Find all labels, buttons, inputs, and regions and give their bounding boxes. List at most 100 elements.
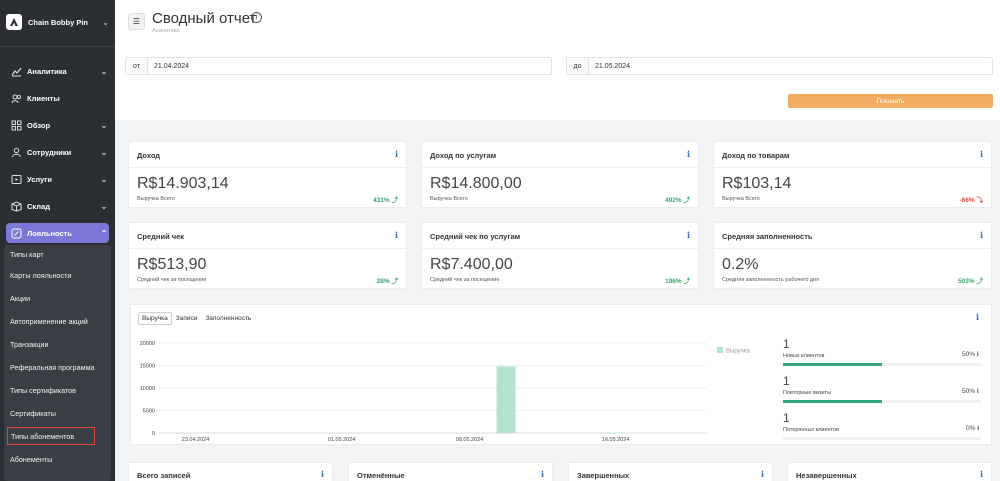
- nav-item-clients[interactable]: Клиенты: [6, 88, 109, 108]
- card-title: Доход по товарам: [722, 151, 790, 160]
- info-icon[interactable]: i: [977, 425, 980, 432]
- card-value: R$14.903,14: [137, 175, 229, 192]
- card-title: Всего записей: [137, 471, 191, 480]
- submenu-item-subscription-types[interactable]: Типы абонементов: [7, 427, 95, 445]
- nav-item-label: Услуги: [27, 174, 52, 184]
- x-tick-label: 08.05.2024: [456, 437, 484, 443]
- play-box-icon: [11, 174, 22, 185]
- kpi-card-service-average-check: Средний чек по услугам i R$7.400,00 Сред…: [421, 222, 699, 289]
- date-to-value[interactable]: 21.05.2024: [595, 62, 631, 70]
- card-title: Средний чек по услугам: [430, 232, 521, 241]
- submenu-item-promotions[interactable]: Акции: [10, 293, 31, 303]
- nav-item-loyalty[interactable]: Лояльность ⌃: [6, 223, 109, 243]
- y-tick-label: 5000: [143, 409, 155, 415]
- card-title: Средняя заполненность: [722, 232, 813, 241]
- legend-label: Выручка: [726, 349, 750, 355]
- legend-swatch: [717, 347, 723, 353]
- divider: [714, 248, 991, 249]
- trend-badge: -66% ⤵: [959, 197, 983, 204]
- info-icon[interactable]: i: [979, 469, 983, 479]
- trend-badge: 196% ⤴: [665, 278, 690, 285]
- submenu-item-auto-promotions[interactable]: Автоприменение акций: [10, 316, 88, 326]
- divider: [129, 167, 406, 168]
- chart-panel: Выручка Записи Заполненность i 20000 1500…: [130, 304, 992, 445]
- trend-badge: 503% ⤴: [958, 278, 983, 285]
- tab-occupancy[interactable]: Заполненность: [205, 315, 252, 322]
- grid-icon: [11, 120, 22, 131]
- count-card-cancelled: Отменённые i: [348, 462, 553, 481]
- page-title: Сводный отчет: [152, 10, 257, 27]
- nav-item-analytics[interactable]: Аналитика ⌄: [6, 61, 109, 81]
- info-icon[interactable]: i: [976, 388, 979, 395]
- chevron-down-icon: ⌄: [100, 66, 108, 76]
- submenu-item-referral[interactable]: Реферальная программа: [10, 362, 95, 372]
- nav-item-label: Клиенты: [27, 93, 60, 103]
- info-icon[interactable]: i: [320, 469, 324, 479]
- info-icon[interactable]: i: [251, 12, 262, 23]
- info-icon[interactable]: i: [979, 230, 983, 240]
- show-button[interactable]: Показать: [788, 94, 993, 108]
- card-value: R$103,14: [722, 175, 792, 192]
- info-icon[interactable]: i: [540, 469, 544, 479]
- info-icon[interactable]: i: [979, 149, 983, 159]
- card-subtitle: Средний чек за посещение: [430, 277, 500, 283]
- stat-value: 1: [783, 337, 790, 351]
- submenu-item-card-types[interactable]: Типы карт: [10, 249, 44, 259]
- stat-percent: 50% i: [962, 351, 979, 358]
- menu-toggle-button[interactable]: ☰: [128, 13, 145, 30]
- stat-value: 1: [783, 411, 790, 425]
- tab-revenue[interactable]: Выручка: [138, 312, 172, 325]
- submenu-item-certificate-types[interactable]: Типы сертификатов: [10, 385, 76, 395]
- y-tick-label: 0: [152, 431, 155, 437]
- divider: [714, 167, 991, 168]
- info-icon[interactable]: i: [686, 149, 690, 159]
- kpi-card-service-revenue: Доход по услугам i R$14.800,00 Выручка В…: [421, 141, 699, 208]
- submenu-item-loyalty-cards[interactable]: Карты лояльности: [10, 270, 72, 280]
- card-title: Доход: [137, 151, 161, 160]
- tab-appointments[interactable]: Записи: [175, 315, 198, 322]
- stat-label: Потерянных клиентов: [783, 427, 839, 433]
- info-icon[interactable]: i: [760, 469, 764, 479]
- date-to-field[interactable]: до 21.05.2024: [566, 57, 993, 75]
- card-subtitle: Средний чек за посещение: [137, 277, 207, 283]
- info-icon[interactable]: i: [975, 312, 979, 322]
- nav-item-overview[interactable]: Обзор ⌄: [6, 115, 109, 135]
- x-tick-label: 01.05.2024: [328, 437, 356, 443]
- info-icon[interactable]: i: [394, 230, 398, 240]
- brand-switcher[interactable]: Chain Bobby Pin ⌄: [6, 8, 109, 36]
- card-title: Отменённые: [357, 471, 405, 480]
- chart-line-icon: [11, 66, 22, 77]
- card-subtitle: Выручка Всего: [430, 196, 468, 202]
- chart-bar[interactable]: [496, 366, 516, 433]
- date-from-value[interactable]: 21.04.2024: [154, 62, 190, 70]
- chart-bar[interactable]: [606, 432, 626, 434]
- nav-item-staff[interactable]: Сотрудники ⌄: [6, 142, 109, 162]
- nav-item-warehouse[interactable]: Склад ⌄: [6, 196, 109, 216]
- stat-progress-fill: [783, 400, 882, 403]
- card-value: R$14.800,00: [430, 175, 522, 192]
- info-icon[interactable]: i: [976, 351, 979, 358]
- chevron-down-icon: ⌄: [100, 174, 108, 184]
- date-from-field[interactable]: от 21.04.2024: [125, 57, 552, 75]
- card-title: Средний чек: [137, 232, 185, 241]
- submenu-item-transactions[interactable]: Транзакции: [10, 339, 49, 349]
- chevron-down-icon: ⌄: [100, 120, 108, 130]
- kpi-card-average-check: Средний чек i R$513,90 Средний чек за по…: [128, 222, 407, 289]
- stat-progress-fill: [783, 363, 882, 366]
- kpi-card-product-revenue: Доход по товарам i R$103,14 Выручка Всег…: [713, 141, 992, 208]
- divider: [422, 167, 698, 168]
- date-to-label: до: [567, 58, 589, 74]
- y-tick-label: 10000: [140, 386, 155, 392]
- chevron-down-icon: ⌄: [100, 147, 108, 157]
- info-icon[interactable]: i: [686, 230, 690, 240]
- nav-item-services[interactable]: Услуги ⌄: [6, 169, 109, 189]
- stat-percent: 50% i: [962, 388, 979, 395]
- page-header: ☰ Сводный отчет i Аналитика от 21.04.202…: [115, 0, 1000, 120]
- submenu-item-certificates[interactable]: Сертификаты: [10, 408, 56, 418]
- stat-progress-bar: [783, 437, 981, 440]
- submenu-item-subscriptions[interactable]: Абонементы: [10, 454, 53, 464]
- stat-label: Новых клиентов: [783, 353, 825, 359]
- count-card-incomplete: Незавершенных i: [787, 462, 992, 481]
- count-card-completed: Завершенных i: [568, 462, 773, 481]
- info-icon[interactable]: i: [394, 149, 398, 159]
